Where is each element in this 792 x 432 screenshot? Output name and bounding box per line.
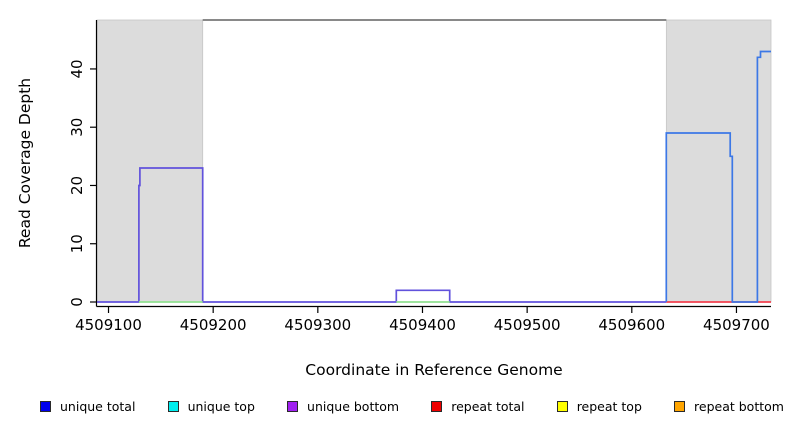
x-tick-label: 4509500	[494, 316, 561, 334]
y-tick-label: 10	[68, 234, 86, 253]
legend-item-unique-bottom: unique bottom	[287, 399, 399, 414]
unique-bottom-coverage-line	[97, 167, 667, 303]
unique-total-coverage-line	[665, 50, 771, 303]
x-tick-label: 4509600	[598, 316, 665, 334]
x-tick-label: 4509200	[180, 316, 247, 334]
legend-swatch	[167, 400, 179, 412]
legend-item-repeat-top: repeat top	[556, 398, 642, 414]
y-tick-label: 30	[68, 118, 86, 137]
x-tick-label: 4509300	[284, 316, 351, 334]
legend-item-unique-total: unique total	[40, 399, 135, 414]
x-tick-label: 4509700	[703, 316, 770, 334]
legend-swatch	[674, 400, 686, 412]
legend-swatch	[287, 400, 299, 412]
y-axis-title: Read Coverage Depth	[16, 77, 34, 249]
legend-swatch	[40, 400, 51, 412]
legend-item-repeat-bottom: repeat bottom	[674, 399, 784, 414]
y-tick-label: 20	[68, 176, 86, 195]
y-tick-label: 0	[68, 297, 86, 307]
x-tick-label: 4509100	[75, 316, 142, 334]
legend-swatch	[431, 400, 443, 412]
legend-label: unique bottom	[307, 398, 400, 414]
legend-label: unique total	[60, 398, 136, 414]
x-tick-label: 4509400	[389, 316, 456, 334]
y-tick-label: 40	[68, 59, 86, 78]
legend-label: repeat bottom	[694, 398, 784, 414]
legend-item-unique-top: unique top	[167, 398, 255, 414]
legend: unique total unique top unique bottom repea…	[40, 396, 784, 416]
legend-label: repeat top	[576, 398, 642, 414]
repeat-region-band	[665, 19, 772, 303]
legend-label: repeat total	[451, 398, 525, 414]
x-axis-title: Coordinate in Reference Genome	[305, 361, 563, 379]
repeat-region-band	[96, 19, 204, 303]
legend-item-repeat-total: repeat total	[431, 398, 525, 414]
legend-label: unique top	[187, 398, 255, 414]
legend-swatch	[556, 400, 568, 412]
